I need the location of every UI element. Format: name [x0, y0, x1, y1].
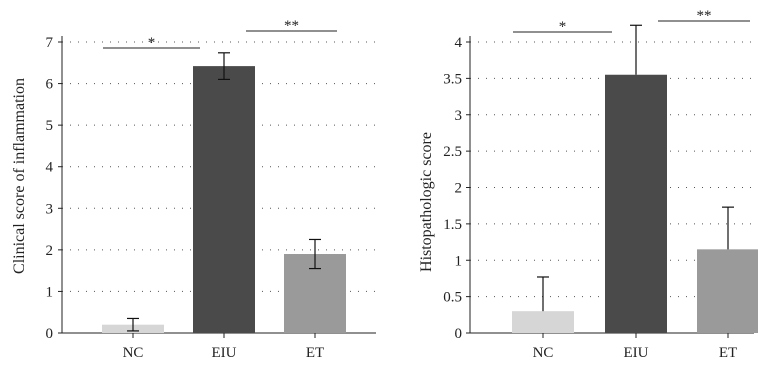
- bar-nc: [512, 311, 574, 333]
- y-tick-label: 4: [455, 35, 463, 51]
- y-axis-title: Clinical score of inflammation: [11, 78, 28, 274]
- y-tick-label: 1: [46, 284, 54, 300]
- chart-panel-histopathologic-score: Histopathologic score 0 0.5 1 1.5 2 2.5 3 3.5 4 N…: [418, 8, 758, 361]
- bar-et: [697, 249, 758, 333]
- y-tick-label: 0: [46, 326, 54, 342]
- y-tick-label: 0: [455, 326, 463, 342]
- y-tick-label: 0.5: [443, 290, 462, 306]
- y-tick-label: 7: [46, 35, 54, 51]
- x-tick-label: NC: [123, 345, 144, 361]
- y-tick-label: 5: [46, 118, 54, 134]
- y-tick-label: 3: [455, 108, 463, 124]
- bar-eiu: [605, 74, 667, 334]
- y-tick-label: 3: [46, 201, 54, 217]
- y-axis-title: Histopathologic score: [418, 132, 435, 272]
- y-tick-label: 4: [46, 160, 54, 176]
- y-tick-label: 2.5: [443, 144, 462, 160]
- significance-label: **: [697, 8, 712, 24]
- significance-label: *: [559, 19, 567, 35]
- y-tick-label: 6: [46, 77, 54, 93]
- x-tick-label: EIU: [624, 345, 649, 361]
- y-tick-label: 2: [46, 243, 54, 259]
- y-tick-label: 1.5: [443, 217, 462, 233]
- x-tick-label: NC: [533, 345, 554, 361]
- x-tick-label: EIU: [212, 345, 237, 361]
- x-tick-label: ET: [306, 345, 324, 361]
- y-tick-label: 3.5: [443, 71, 462, 87]
- significance-label: **: [284, 18, 299, 34]
- significance-label: *: [148, 35, 156, 51]
- y-tick-label: 2: [455, 181, 463, 197]
- y-tick-label: 1: [455, 253, 463, 269]
- bar-eiu: [193, 66, 255, 334]
- x-tick-label: ET: [719, 345, 737, 361]
- chart-panel-clinical-score: Clinical score of inflammation 0 1 2 3 4 5 6 7 N…: [11, 18, 376, 361]
